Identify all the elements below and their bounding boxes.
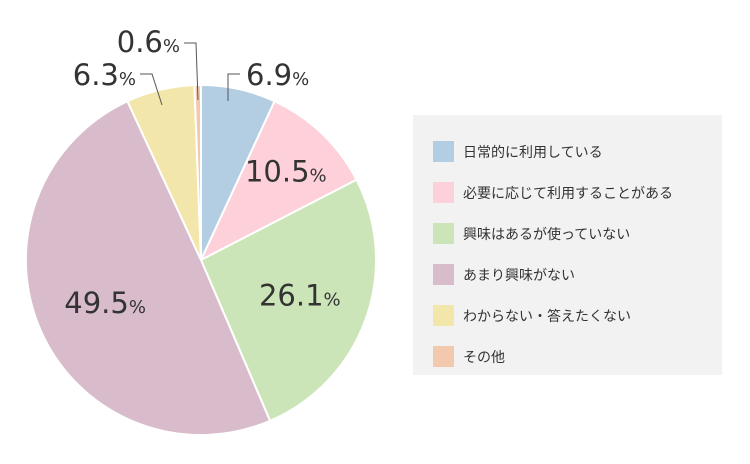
slice-value-label: 26.1% xyxy=(259,278,341,312)
legend-swatch xyxy=(433,141,454,162)
slice-value-label: 49.5% xyxy=(64,286,146,320)
legend-item: わからない・答えたくない xyxy=(433,295,722,336)
legend-item: 興味はあるが使っていない xyxy=(433,213,722,254)
legend-label: 必要に応じて利用することがある xyxy=(463,185,673,202)
legend-item: 日常的に利用している xyxy=(433,131,722,172)
legend-swatch xyxy=(433,346,454,367)
legend-item: その他 xyxy=(433,336,722,377)
legend-swatch xyxy=(433,182,454,203)
pie-slice xyxy=(24,99,272,436)
legend-swatch xyxy=(433,223,454,244)
legend-item: あまり興味がない xyxy=(433,254,722,295)
leader-line xyxy=(184,42,199,101)
legend-item: 必要に応じて利用することがある xyxy=(433,172,722,213)
legend-swatch xyxy=(433,264,454,285)
legend-label: その他 xyxy=(463,349,505,366)
legend-label: あまり興味がない xyxy=(463,267,575,284)
leader-line xyxy=(227,73,240,101)
legend-swatch xyxy=(433,305,454,326)
legend-label: わからない・答えたくない xyxy=(463,308,631,325)
legend-label: 興味はあるが使っていない xyxy=(463,226,631,243)
pie-slice xyxy=(198,99,358,263)
leader-line xyxy=(140,73,163,106)
slice-value-label: 0.6% xyxy=(117,25,180,59)
legend: 日常的に利用している必要に応じて利用することがある 興味はあるが使っていない あまり… xyxy=(413,115,722,375)
slice-value-label: 6.9% xyxy=(246,58,309,92)
legend-label: 日常的に利用している xyxy=(463,144,603,161)
slice-value-label: 10.5% xyxy=(245,155,327,189)
slice-value-label: 6.3% xyxy=(73,58,136,92)
